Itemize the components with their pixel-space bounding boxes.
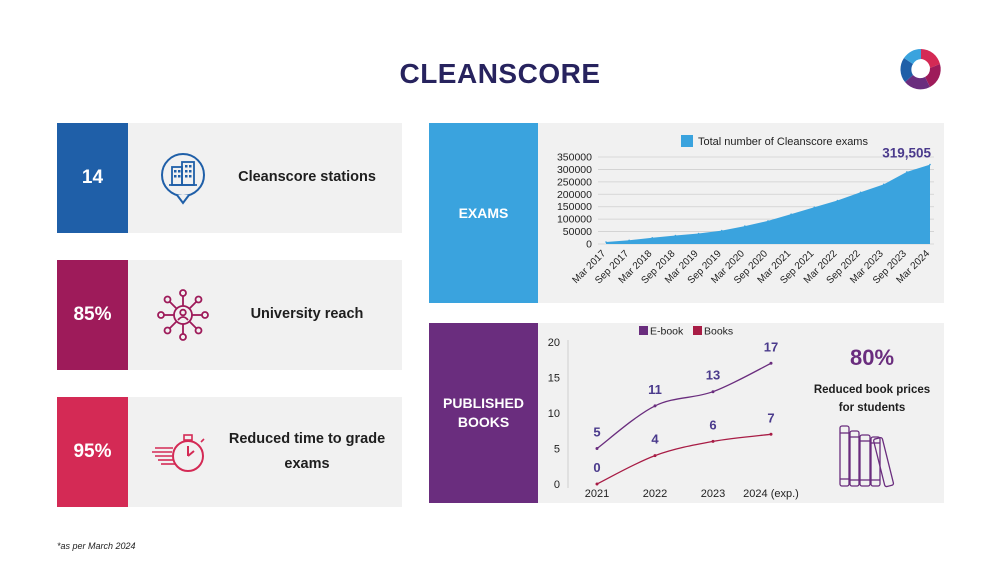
building-pin-icon	[161, 153, 205, 205]
exams-point	[651, 236, 654, 239]
book-price-label-line1: Reduced book prices	[813, 384, 931, 396]
stat-card-university-reach: 85% University reach	[57, 260, 402, 370]
exams-point	[882, 183, 885, 186]
stat-label: Reduced time to grade exams	[228, 430, 386, 472]
books-line-chart: 0 5 10 15 20 2021 2022 2023 2024 (exp.) 5 11 13 17 0 4…	[548, 326, 799, 501]
books-y-tick: 20	[548, 337, 560, 349]
books-y-tick: 10	[548, 408, 560, 420]
exams-point	[744, 225, 746, 227]
exams-point	[628, 239, 630, 242]
books-data-label: 4	[651, 432, 659, 447]
book-price-label-line2: for students	[838, 401, 906, 414]
exams-point	[605, 241, 607, 243]
page-title: CLEANSCORE	[399, 58, 601, 89]
books-y-tick: 15	[548, 373, 560, 385]
exams-tag: EXAMS	[429, 123, 538, 303]
exams-y-tick: 300000	[557, 164, 592, 176]
books-series-line-ebook	[596, 362, 772, 450]
book-price-stat: 80%	[849, 345, 895, 370]
books-data-label: 6	[709, 417, 716, 432]
books-data-label: 0	[593, 460, 600, 475]
books-data-label: 11	[648, 382, 662, 397]
exams-legend-label: Total number of Cleanscore exams	[698, 136, 868, 148]
exams-point	[697, 232, 700, 235]
books-point	[769, 432, 773, 436]
stat-card-grading-time: 95% Reduced time to grade exams	[57, 397, 402, 507]
exams-annotation: 319,505	[882, 146, 931, 161]
books-data-label: 7	[767, 410, 774, 425]
exams-point	[906, 171, 908, 173]
books-point	[711, 390, 715, 394]
stat-label: Cleanscore stations	[238, 169, 376, 186]
exams-y-tick: 200000	[557, 189, 592, 201]
books-y-tick: 0	[554, 479, 560, 491]
books-x-tick: 2022	[643, 488, 667, 500]
cleanscore-logo	[900, 48, 941, 90]
exams-legend-swatch	[681, 135, 693, 147]
exams-point	[720, 229, 723, 232]
exams-panel: EXAMS 0 50000 100000 150000 200000 250000 3000…	[429, 123, 944, 303]
books-point	[769, 361, 773, 365]
network-person-icon	[157, 289, 209, 341]
books-data-label: 13	[706, 368, 720, 383]
exams-y-tick: 100000	[557, 214, 592, 226]
books-point	[711, 439, 715, 443]
stat-value: 14	[57, 123, 128, 233]
books-legend-swatch	[639, 326, 648, 335]
books-panel: PUBLISHED BOOKS 0 5 10 15 20 2021 2022 2023 2024…	[429, 323, 944, 503]
books-data-label: 5	[593, 425, 600, 440]
exams-point	[836, 199, 839, 202]
stat-value: 95%	[57, 397, 128, 507]
books-series-line-books	[596, 433, 772, 485]
books-tag: PUBLISHED BOOKS	[429, 323, 538, 503]
stat-label: University reach	[250, 306, 364, 323]
exams-area-chart: 0500001000001500002000002500003000003500…	[557, 135, 934, 286]
book-price-label: Reduced book prices for students	[802, 382, 942, 418]
exams-y-tick: 0	[586, 239, 592, 251]
books-y-tick: 5	[554, 444, 560, 456]
books-point	[595, 447, 599, 450]
exams-y-tick: 250000	[557, 176, 592, 188]
exams-point	[674, 234, 677, 237]
books-icon	[839, 425, 895, 488]
stopwatch-icon	[152, 434, 205, 472]
exams-point	[859, 191, 862, 194]
exams-point	[767, 220, 769, 222]
footnote: *as per March 2024	[57, 541, 136, 551]
books-x-tick: 2023	[701, 488, 725, 500]
books-data-label: 17	[764, 339, 778, 354]
books-x-tick: 2021	[585, 488, 609, 500]
exams-y-tick: 150000	[557, 201, 592, 213]
books-legend-swatch	[693, 326, 702, 335]
exams-area	[606, 164, 930, 244]
books-point	[653, 454, 657, 458]
books-legend-label: Books	[704, 326, 733, 338]
exams-y-tick: 350000	[557, 152, 592, 164]
books-x-tick: 2024 (exp.)	[743, 488, 799, 500]
stat-value: 85%	[57, 260, 128, 370]
exams-point	[813, 206, 816, 209]
books-legend-label: E-book	[650, 326, 684, 338]
books-point	[595, 482, 599, 486]
exams-point	[929, 163, 931, 166]
stat-card-stations: 14 Cleanscore stations	[57, 123, 402, 233]
books-point	[653, 404, 657, 408]
exams-point	[790, 213, 792, 215]
exams-y-tick: 50000	[563, 226, 592, 238]
